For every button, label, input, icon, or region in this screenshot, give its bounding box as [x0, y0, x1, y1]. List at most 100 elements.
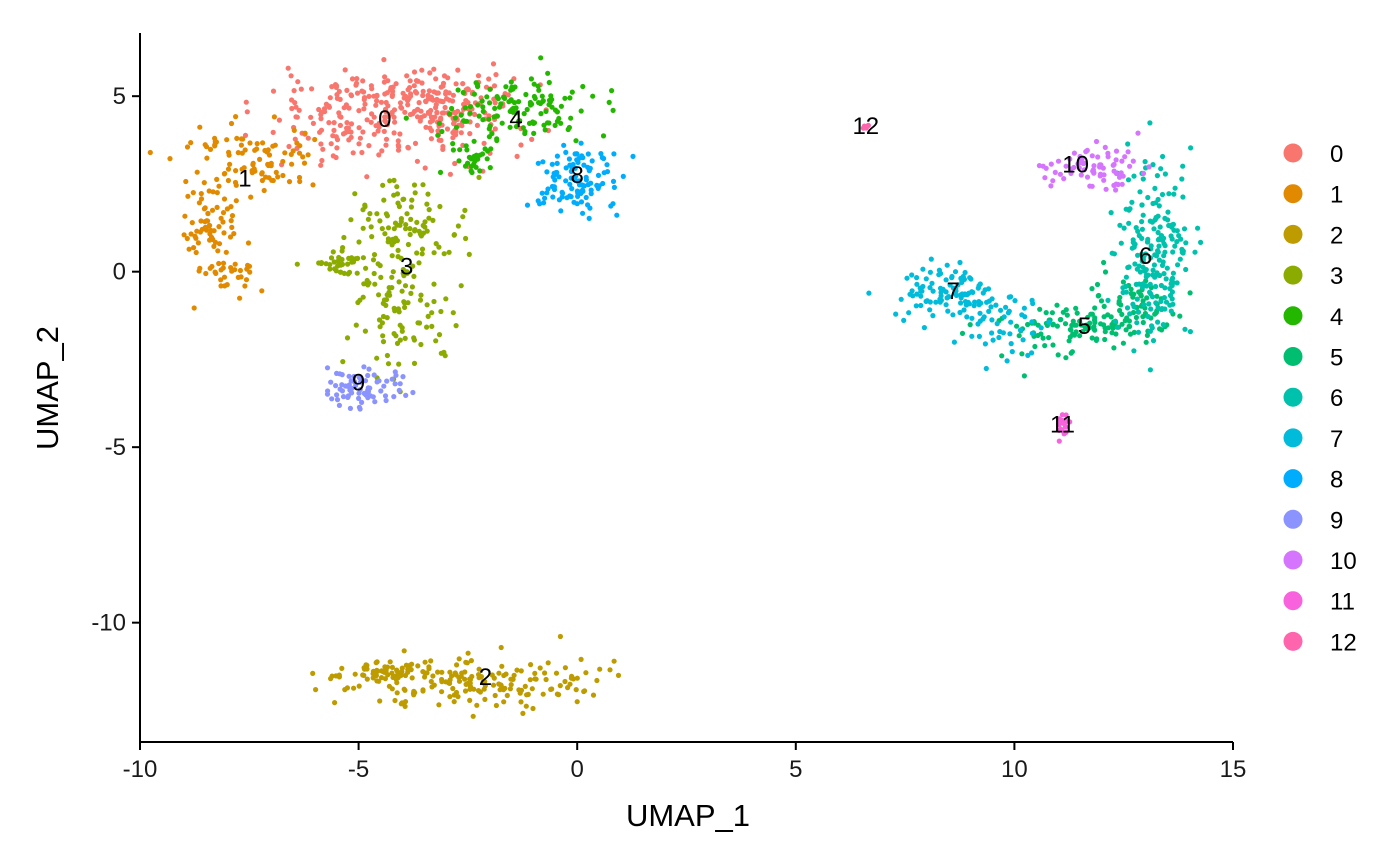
data-point — [416, 100, 422, 106]
data-point — [1172, 185, 1178, 191]
data-point — [465, 86, 471, 92]
data-point — [1119, 158, 1125, 164]
data-point — [440, 80, 447, 86]
data-point — [402, 703, 408, 710]
data-point — [467, 697, 473, 704]
data-point — [393, 676, 399, 683]
data-point — [435, 128, 441, 134]
data-point — [491, 83, 498, 89]
data-point — [186, 246, 192, 252]
data-point — [453, 689, 460, 696]
data-point — [351, 685, 357, 691]
data-point — [365, 391, 371, 397]
data-point — [231, 231, 237, 237]
data-point — [387, 178, 393, 184]
data-point — [1012, 298, 1018, 304]
data-point — [474, 122, 480, 128]
data-point — [966, 301, 973, 307]
data-point — [507, 124, 513, 130]
data-point — [254, 141, 260, 147]
data-point — [983, 365, 989, 372]
data-point — [576, 182, 583, 188]
data-point — [405, 300, 411, 306]
data-point — [1067, 334, 1073, 340]
data-point — [402, 335, 408, 341]
data-point — [441, 251, 447, 257]
data-point — [573, 173, 579, 179]
data-point — [455, 67, 461, 73]
data-point — [487, 86, 493, 92]
cluster-10-points — [1036, 130, 1152, 193]
data-point — [384, 352, 390, 359]
legend-label: 8 — [1330, 467, 1343, 494]
data-point — [233, 182, 239, 188]
data-point — [553, 670, 560, 676]
data-point — [212, 239, 218, 245]
data-point — [376, 152, 382, 158]
data-point — [328, 255, 335, 261]
data-point — [1095, 154, 1101, 160]
data-point — [609, 88, 615, 94]
data-point — [1094, 281, 1101, 288]
cluster-label-12: 12 — [852, 113, 879, 140]
data-point — [327, 95, 333, 101]
data-point — [562, 678, 568, 685]
data-point — [334, 95, 340, 101]
data-point — [414, 158, 420, 164]
data-point — [382, 91, 388, 97]
data-point — [1105, 297, 1111, 303]
data-point — [472, 158, 478, 164]
data-point — [372, 281, 378, 287]
data-point — [1135, 130, 1141, 136]
data-point — [268, 160, 274, 166]
data-point — [211, 243, 217, 249]
data-point — [425, 191, 431, 197]
data-point — [898, 296, 904, 302]
data-point — [501, 699, 507, 705]
data-point — [1123, 289, 1129, 295]
data-point — [181, 232, 187, 238]
data-point — [294, 261, 300, 267]
legend-swatch — [1283, 387, 1303, 407]
data-point — [221, 230, 227, 236]
data-point — [514, 153, 520, 159]
data-point — [611, 658, 617, 664]
data-point — [345, 261, 351, 267]
data-point — [424, 324, 430, 330]
data-point — [438, 308, 444, 315]
data-point — [318, 112, 324, 118]
data-point — [1169, 224, 1175, 230]
data-point — [465, 650, 471, 656]
data-point — [192, 233, 198, 239]
data-point — [1169, 236, 1175, 242]
data-point — [301, 160, 308, 166]
data-point — [1086, 325, 1092, 331]
data-point — [442, 104, 448, 111]
data-point — [1108, 210, 1114, 216]
data-point — [1177, 256, 1183, 262]
data-point — [1040, 163, 1046, 169]
data-point — [349, 390, 355, 396]
data-point — [470, 713, 476, 719]
data-point — [1042, 343, 1048, 349]
data-point — [1153, 300, 1159, 306]
data-point — [407, 226, 413, 232]
data-point — [396, 387, 402, 393]
data-point — [1088, 311, 1094, 317]
data-point — [1052, 169, 1058, 175]
data-point — [1062, 424, 1069, 430]
data-point — [906, 310, 912, 316]
data-point — [198, 191, 204, 197]
data-point — [414, 114, 421, 120]
data-point — [463, 143, 469, 149]
data-point — [233, 168, 239, 174]
data-point — [430, 217, 436, 223]
x-tick-label: 0 — [571, 756, 584, 783]
data-point — [224, 137, 230, 143]
data-point — [1150, 338, 1157, 344]
data-point — [232, 261, 238, 267]
data-point — [207, 146, 214, 152]
data-point — [604, 169, 611, 175]
data-point — [201, 180, 207, 186]
data-point — [395, 247, 401, 253]
